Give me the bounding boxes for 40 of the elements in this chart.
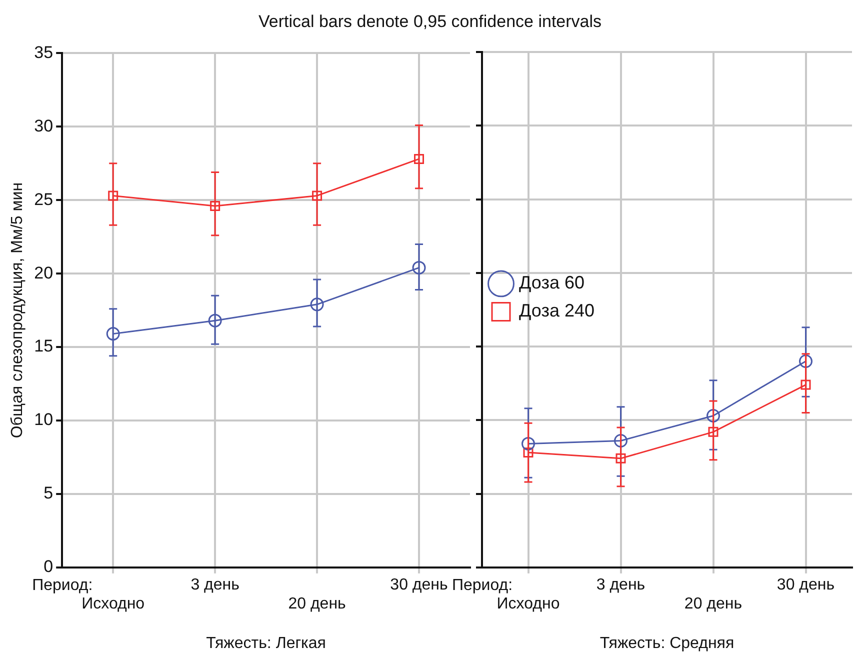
y-tick-label: 25 xyxy=(34,190,54,209)
chart-title: Vertical bars denote 0,95 confidence intervals xyxy=(257,12,603,32)
point xyxy=(210,201,220,211)
x-axis-title: Тяжесть: Легкая xyxy=(206,634,326,652)
y-tick-label: 30 xyxy=(34,116,54,136)
x-tick-label: 3 день xyxy=(596,576,646,594)
x-tick-label: 20 день xyxy=(288,596,346,613)
point xyxy=(106,327,120,341)
text: Период: xyxy=(452,576,513,594)
point xyxy=(312,190,322,201)
y-tick-label: 5 xyxy=(44,484,54,503)
x-tick-label: Исходно xyxy=(496,596,560,613)
x-tick-label: 3 день xyxy=(190,576,240,594)
point xyxy=(616,453,626,464)
point xyxy=(708,426,718,437)
point xyxy=(614,434,628,448)
x-tick-label: 20 день xyxy=(684,596,742,613)
legend-label: Доза 240 xyxy=(519,300,594,321)
y-tick-label: 15 xyxy=(34,336,54,356)
x-tick-label: 30 день xyxy=(776,576,835,594)
y-tick-label: 10 xyxy=(34,410,54,430)
point xyxy=(412,260,426,274)
x-tick-label: 30 день xyxy=(390,576,448,594)
x-axis-title: Тяжесть: Средняя xyxy=(600,634,734,652)
point xyxy=(310,298,324,312)
point xyxy=(799,354,812,368)
y-axis-title: Общая слезопродукция, Мм/5 мин xyxy=(9,182,26,438)
point xyxy=(522,436,535,450)
point xyxy=(706,408,720,422)
y-tick-label: 35 xyxy=(34,42,54,62)
point xyxy=(523,448,534,458)
legend-label: Доза 60 xyxy=(519,272,584,293)
point xyxy=(414,154,424,164)
point xyxy=(208,314,222,328)
y-tick-label: 20 xyxy=(34,263,54,282)
text: Период: xyxy=(32,576,93,594)
x-tick-label: Исходно xyxy=(82,596,145,613)
point xyxy=(108,190,118,201)
y-tick-label: 0 xyxy=(44,557,54,576)
point xyxy=(800,380,811,390)
